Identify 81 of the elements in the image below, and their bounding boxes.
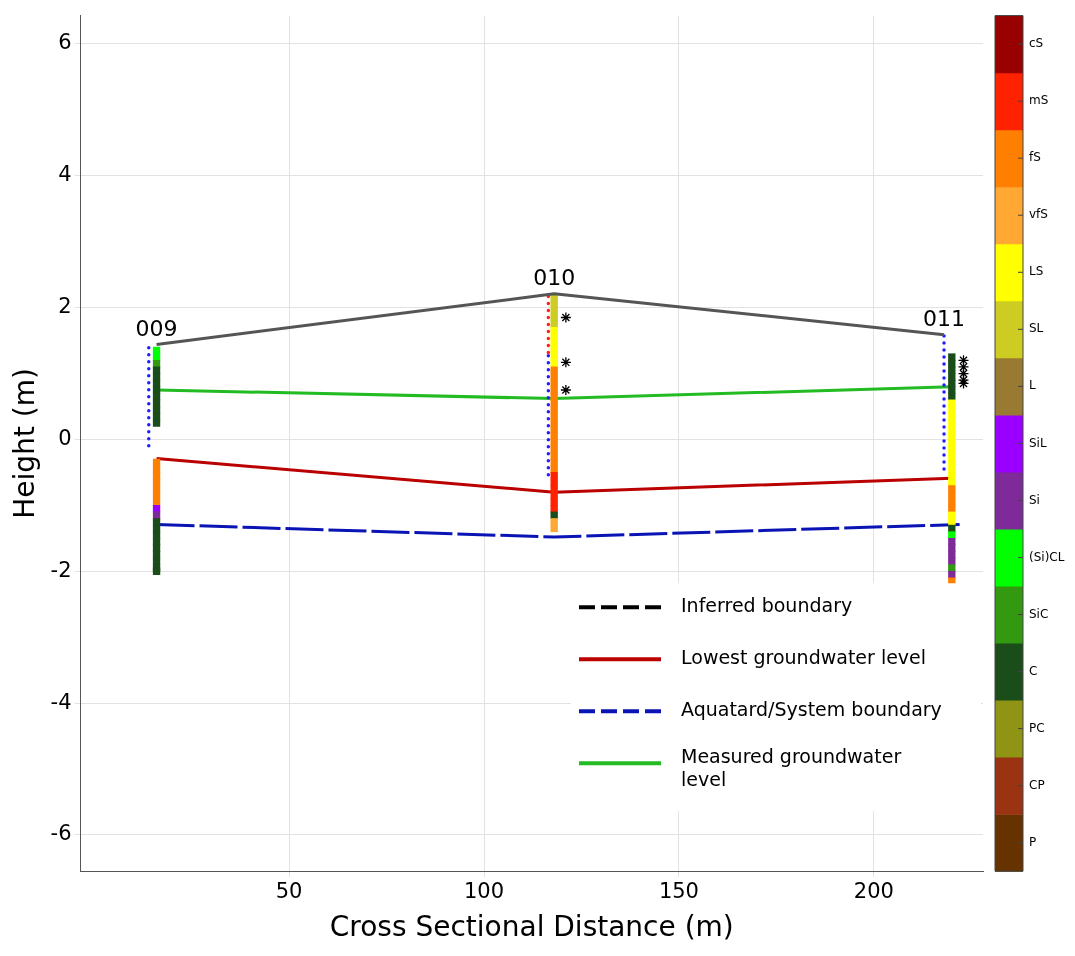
point (152, 359, 161, 368)
color-bar-label: SL (1029, 321, 1044, 336)
color-bar-label: LS (1029, 264, 1044, 279)
point (152, 537, 161, 546)
color-bar-label: CP (1029, 777, 1045, 792)
point (560, 311, 572, 324)
point (550, 307, 558, 315)
point (948, 439, 956, 447)
color-bar-label: PC (1029, 720, 1045, 735)
point (152, 531, 161, 539)
point (550, 485, 558, 493)
y-tick-label: -6 (50, 821, 72, 846)
legend-label: Measured groundwater level (681, 745, 902, 791)
point (152, 392, 161, 401)
point (948, 564, 956, 572)
x-axis-title: Cross Sectional Distance (m) (329, 910, 734, 944)
point (550, 439, 558, 447)
point (152, 551, 161, 559)
point (550, 465, 558, 473)
point (550, 419, 558, 427)
y-tick-label: 6 (58, 30, 72, 55)
point (550, 452, 558, 460)
color-bar-label: SiC (1029, 606, 1049, 621)
color-bar-label: P (1029, 834, 1037, 849)
point (948, 518, 956, 526)
legend-label: Inferred boundary (681, 594, 853, 617)
color-bar-label: L (1029, 378, 1036, 393)
color-bar-label: fS (1029, 150, 1041, 165)
x-tick-label: 50 (275, 879, 303, 904)
point (550, 320, 558, 328)
y-tick-label: -2 (50, 557, 72, 582)
point (550, 386, 558, 394)
point (948, 452, 956, 460)
point (152, 518, 161, 526)
point (948, 406, 956, 414)
point (550, 392, 558, 401)
color-bar-label: Si (1029, 492, 1040, 507)
point (152, 406, 161, 414)
x-tick-label: 150 (658, 879, 699, 904)
point (152, 373, 161, 381)
x-tick-label: 200 (853, 879, 894, 904)
color-bar-label: mS (1029, 93, 1049, 108)
x-tick-label: 100 (463, 879, 505, 904)
point (550, 524, 558, 533)
point (550, 406, 558, 414)
point (948, 419, 956, 427)
point (550, 472, 558, 480)
point (152, 419, 161, 427)
point (948, 432, 956, 440)
y-tick-label: 2 (58, 294, 72, 319)
legend-label: Aquatard/System boundary (681, 698, 942, 721)
point (948, 472, 956, 480)
point (550, 518, 558, 526)
point (560, 384, 572, 396)
point (152, 504, 161, 513)
color-bar-label: (Si)CL (1029, 549, 1065, 564)
point (550, 432, 558, 440)
point (550, 504, 558, 513)
annotation: 009 (135, 316, 178, 342)
y-axis-title: Height (m) (8, 368, 42, 519)
point (560, 356, 572, 368)
point (948, 465, 956, 473)
point (550, 373, 558, 381)
point (948, 551, 956, 559)
color-bar-label: cS (1029, 36, 1044, 51)
point (957, 354, 970, 366)
color-bar-label: C (1029, 663, 1038, 678)
point (957, 361, 970, 373)
point (948, 531, 956, 539)
y-tick-label: -4 (50, 689, 72, 714)
point (550, 498, 558, 506)
y-tick-label: 4 (58, 162, 72, 187)
point (152, 386, 161, 394)
legend-label: Lowest groundwater level (681, 646, 927, 669)
color-bar-label: vfS (1029, 207, 1048, 222)
annotation: 011 (923, 306, 966, 332)
y-tick-label: 0 (58, 425, 72, 450)
point (948, 537, 956, 546)
color-bar-label: SiL (1029, 435, 1047, 450)
annotation: 010 (533, 265, 576, 291)
point (152, 353, 161, 361)
